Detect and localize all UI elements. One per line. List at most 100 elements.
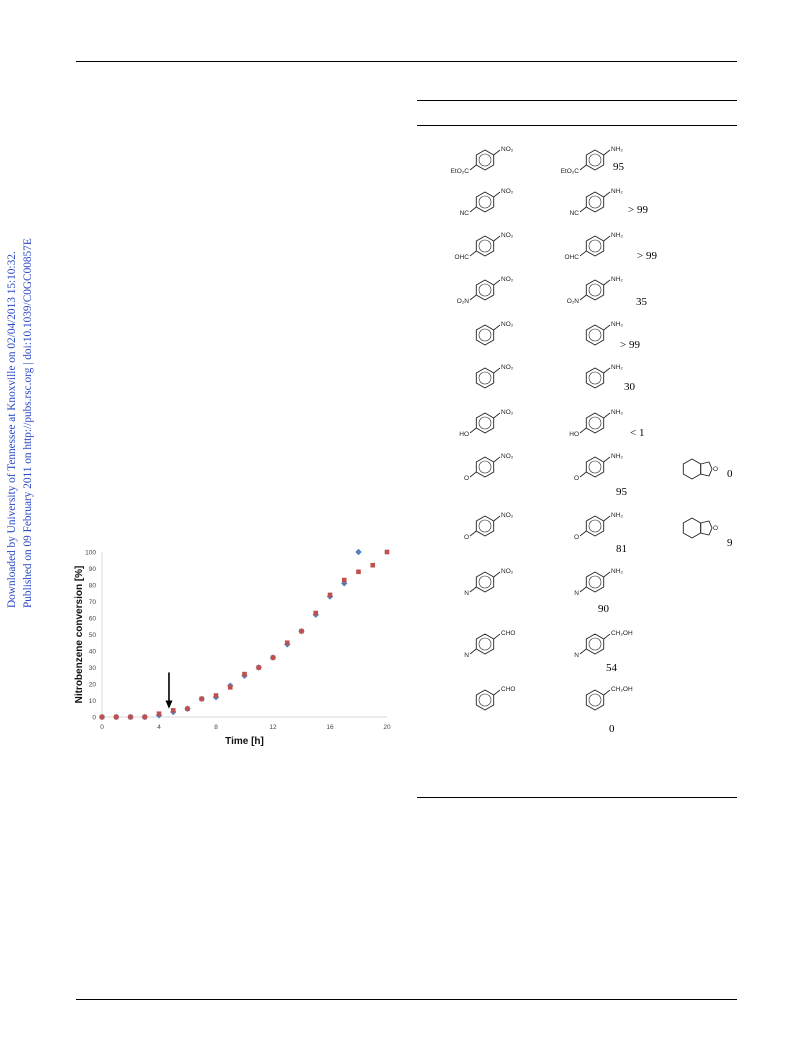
download-watermark: Downloaded by University of Tennessee at…	[2, 238, 36, 608]
para-substituent-bond	[579, 206, 587, 213]
x-tick-label: 16	[326, 724, 334, 731]
aromatic-circle	[588, 371, 602, 385]
functional-group-label: CH₂OH	[611, 686, 633, 693]
aromatic-circle	[588, 637, 602, 651]
download-line: Downloaded by University of Tennessee at…	[6, 251, 18, 608]
yield-value: 90	[598, 603, 609, 615]
product-structure: NH₂ HO	[550, 403, 640, 454]
para-group-label: N	[464, 652, 469, 659]
y-tick-label: 30	[89, 665, 97, 672]
para-substituent-bond	[579, 164, 587, 171]
aromatic-circle	[588, 519, 602, 533]
aromatic-circle	[588, 239, 602, 253]
footer-rule	[76, 999, 737, 1000]
yield-value: 30	[624, 381, 635, 393]
substrate-structure-drawing: NO₂	[475, 321, 514, 346]
data-point-square	[128, 714, 133, 720]
functional-group-label: NO₂	[501, 232, 514, 239]
substrate-structure: CHO N	[440, 624, 530, 675]
functional-group-label: NH₂	[611, 568, 623, 575]
aromatic-circle	[478, 637, 492, 651]
substituent-bond	[603, 149, 611, 156]
functional-group-label: NO₂	[501, 512, 514, 519]
para-substituent-bond	[469, 471, 477, 478]
aromatic-circle	[478, 416, 492, 430]
aromatic-circle	[588, 575, 602, 589]
benzene-ring	[585, 689, 605, 711]
product-structure: CH₂OH N	[550, 624, 640, 675]
substrate-structure: NO₂	[440, 358, 530, 409]
product-structure-drawing: CH₂OH N	[574, 630, 633, 659]
para-group-label: OHC	[455, 254, 470, 261]
y-tick-label: 50	[89, 632, 97, 639]
yield-value: 54	[606, 662, 617, 674]
para-group-label: O	[464, 475, 469, 482]
substrate-structure: NO₂ NC	[440, 182, 530, 233]
yield-value: 81	[616, 543, 627, 555]
substrate-structure: NO₂ O	[440, 506, 530, 557]
functional-group-label: NH₂	[611, 188, 623, 195]
product-structure-drawing: NH₂ OHC	[565, 232, 624, 261]
substrate-structure-drawing: NO₂ NC	[460, 188, 514, 217]
yield-value: > 99	[620, 339, 640, 351]
data-point-square	[242, 671, 247, 677]
para-substituent-bond	[579, 648, 587, 655]
data-point-square	[341, 577, 347, 583]
product-structure: NH₂ N	[550, 562, 640, 613]
yield-value: < 1	[630, 427, 645, 439]
product-structure-drawing: NH₂ N	[574, 568, 623, 597]
substituent-bond	[493, 279, 501, 286]
product-structure-drawing: NH₂ O	[574, 512, 623, 541]
functional-group-label: NH₂	[611, 321, 623, 328]
data-point-square	[356, 569, 361, 575]
aromatic-circle	[588, 328, 602, 342]
substrate-structure-drawing: NO₂ OHC	[455, 232, 514, 261]
functional-group-label: CHO	[501, 630, 515, 637]
product-structure: NH₂ NC	[550, 182, 640, 233]
aromatic-circle	[588, 416, 602, 430]
aromatic-circle	[478, 693, 492, 707]
substituent-bond	[493, 149, 501, 156]
functional-group-label: CH₂OH	[611, 630, 633, 637]
para-substituent-bond	[469, 164, 477, 171]
para-group-label: O	[464, 534, 469, 541]
table-top-rule	[417, 100, 737, 101]
functional-group-label: NO₂	[501, 276, 514, 283]
substituent-bond	[493, 633, 501, 640]
para-substituent-bond	[579, 530, 587, 537]
para-substituent-bond	[469, 427, 477, 434]
side-product-yield: 9	[727, 537, 733, 549]
aromatic-circle	[478, 328, 492, 342]
data-point-square	[327, 592, 333, 598]
para-substituent-bond	[579, 250, 587, 257]
functional-group-label: NO₂	[501, 409, 514, 416]
benzene-ring	[475, 367, 495, 389]
data-point-square	[256, 665, 262, 670]
y-tick-label: 10	[89, 698, 97, 705]
product-structure: NH₂ OHC	[550, 226, 640, 277]
para-substituent-bond	[469, 294, 477, 301]
para-substituent-bond	[579, 586, 587, 593]
substrate-structure-drawing: CHO	[475, 686, 515, 711]
product-structure-drawing: NH₂ O	[574, 453, 623, 482]
substrate-structure: NO₂ HO	[440, 403, 530, 454]
functional-group-label: NH₂	[611, 146, 623, 153]
data-point-square	[170, 708, 176, 713]
substituent-bond	[493, 235, 501, 242]
benzene-ring	[682, 517, 702, 539]
substrate-structure: NO₂	[440, 315, 530, 366]
x-tick-label: 8	[214, 724, 218, 731]
conversion-chart: 0 10 20 30 40 50 60 70 80 90 100 0 4 8 12 16 20 Time [h] N…	[60, 540, 400, 750]
substituent-bond	[603, 633, 611, 640]
data-point-square	[284, 640, 290, 646]
data-point-square	[185, 706, 190, 712]
x-tick-label: 20	[383, 724, 391, 731]
substituent-bond	[603, 279, 611, 286]
para-substituent-bond	[579, 427, 587, 434]
yield-value: 0	[609, 723, 615, 735]
data-point-square	[370, 562, 376, 568]
conversion-chart-svg: 0 10 20 30 40 50 60 70 80 90 100 0 4 8 12 16 20 Time [h] N…	[74, 548, 391, 747]
y-tick-label: 70	[89, 599, 97, 606]
y-tick-label: 80	[89, 583, 97, 590]
substituent-bond	[603, 515, 611, 522]
